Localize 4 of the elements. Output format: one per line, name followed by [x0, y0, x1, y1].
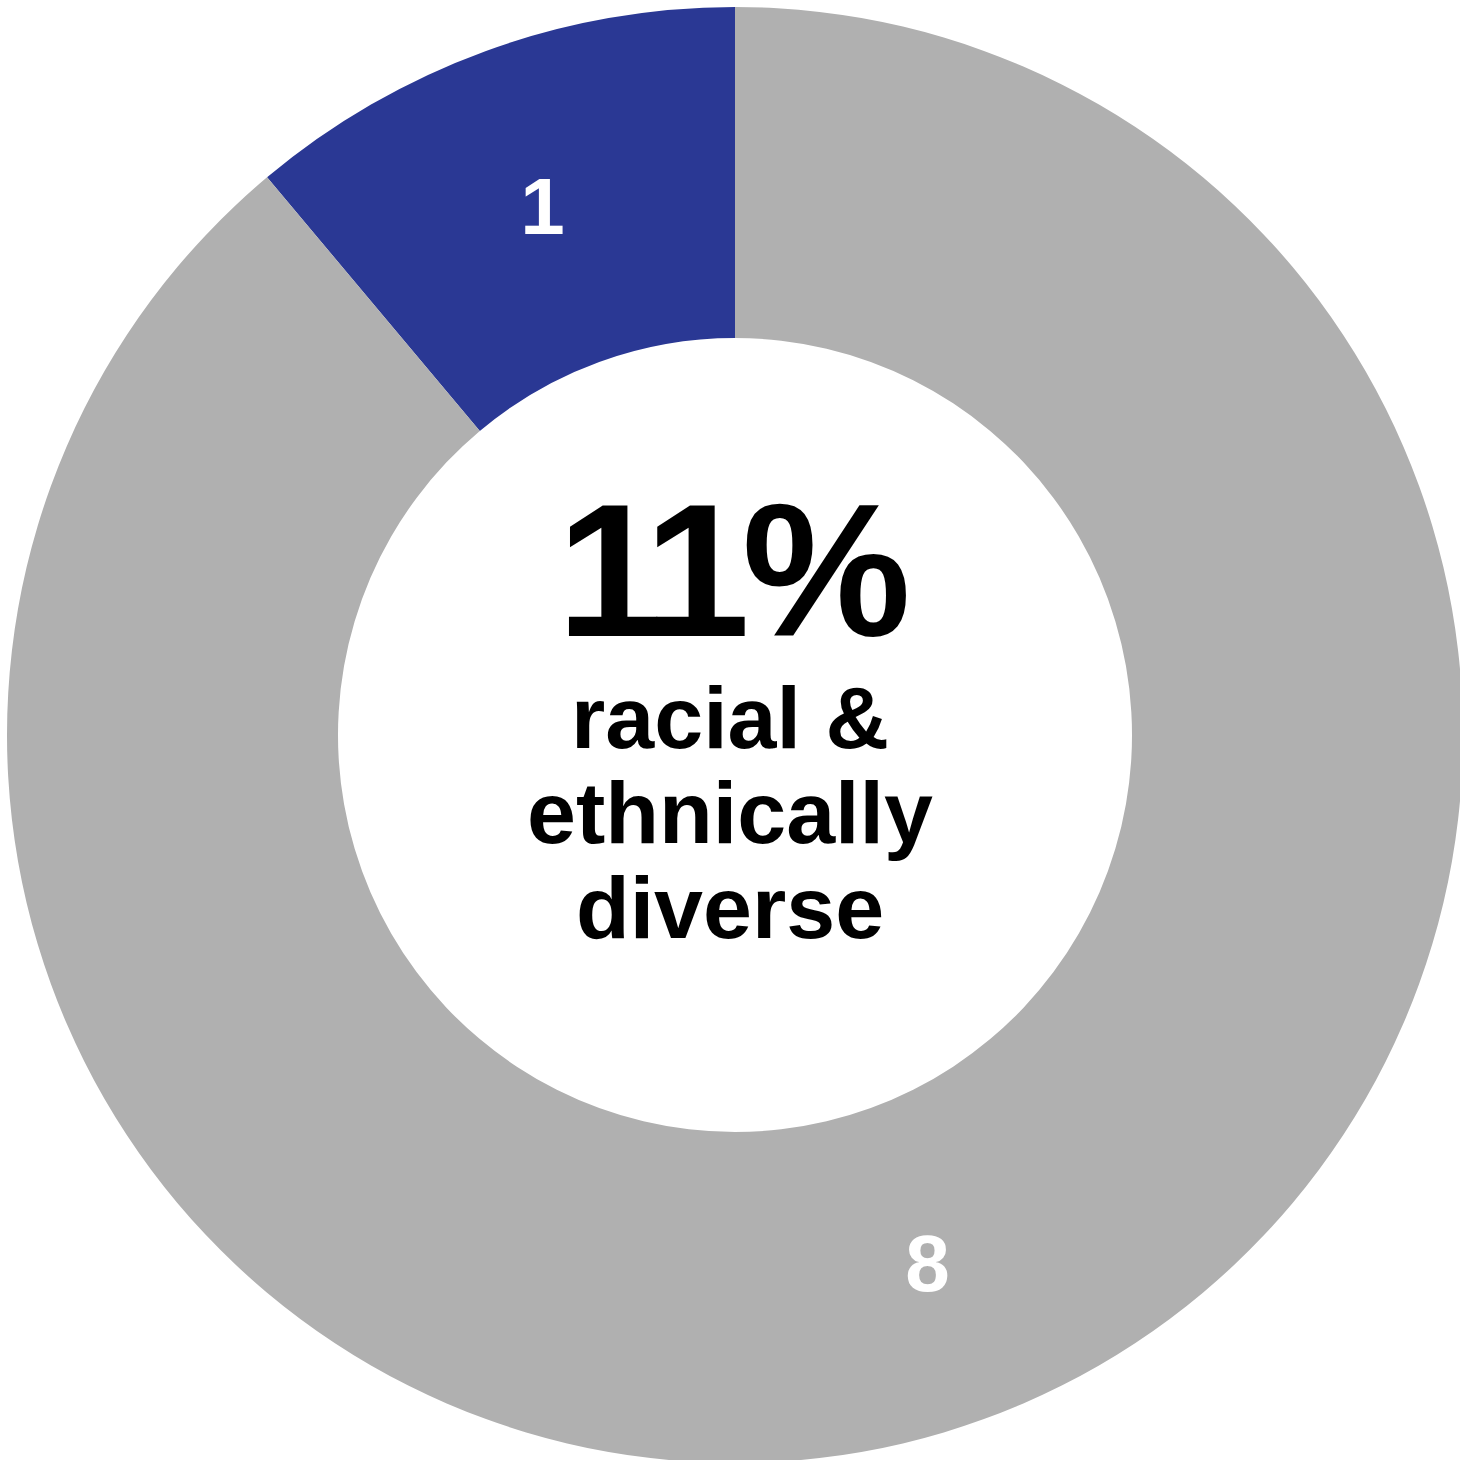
donut-slice	[7, 7, 1460, 1460]
donut-slice	[267, 7, 735, 431]
data-label: 1	[520, 161, 565, 251]
data-label: 8	[905, 1219, 950, 1309]
